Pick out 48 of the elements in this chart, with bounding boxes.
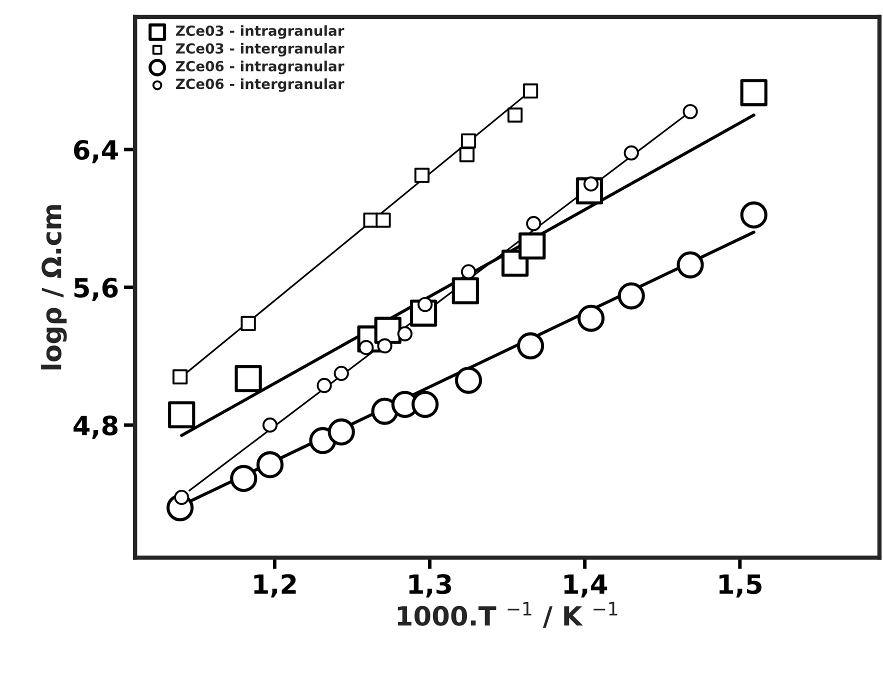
point <box>454 366 482 394</box>
point <box>452 277 479 304</box>
point <box>418 296 433 312</box>
point <box>412 390 439 418</box>
point <box>168 401 196 428</box>
point <box>234 365 262 392</box>
legend-label: ZCe06 - intragranular <box>176 60 344 74</box>
point <box>328 418 355 446</box>
legend-label: ZCe03 - intergranular <box>176 42 344 56</box>
point <box>518 232 546 260</box>
point <box>577 304 605 332</box>
point <box>334 366 349 381</box>
y-tick-label: 4,8 <box>74 416 118 439</box>
point <box>316 378 332 394</box>
x-tick-label: 1,3 <box>409 574 452 598</box>
point <box>682 104 698 120</box>
point <box>240 316 256 332</box>
point <box>526 216 542 232</box>
x-axis-title: 1000.T $^{−1}$ / K $^{−1}$ <box>398 602 618 628</box>
point <box>507 108 523 123</box>
point <box>740 201 768 229</box>
point <box>618 282 645 310</box>
point <box>358 340 374 356</box>
point <box>460 133 476 148</box>
point <box>740 79 768 106</box>
y-tick-label: 5,6 <box>74 278 118 302</box>
point <box>460 264 476 280</box>
point <box>256 451 284 478</box>
point <box>262 418 278 433</box>
y-tick-label: 6,4 <box>74 140 118 164</box>
x-tick-label: 1,5 <box>720 574 762 598</box>
point <box>174 490 190 505</box>
point <box>516 332 544 360</box>
y-axis-title: logρ / Ω.cm <box>41 205 67 370</box>
point <box>459 147 475 162</box>
point <box>676 251 704 278</box>
point <box>376 212 391 228</box>
point <box>397 326 412 342</box>
x-tick-label: 1,4 <box>564 574 607 598</box>
point <box>624 145 639 161</box>
legend-label: ZCe06 - intergranular <box>176 78 344 92</box>
x-tick-label: 1,2 <box>254 574 296 598</box>
point <box>414 168 430 183</box>
point <box>522 83 538 99</box>
point <box>230 464 258 492</box>
point <box>377 338 392 354</box>
legend-label: ZCe03 - intragranular <box>176 25 344 39</box>
point <box>172 369 188 384</box>
